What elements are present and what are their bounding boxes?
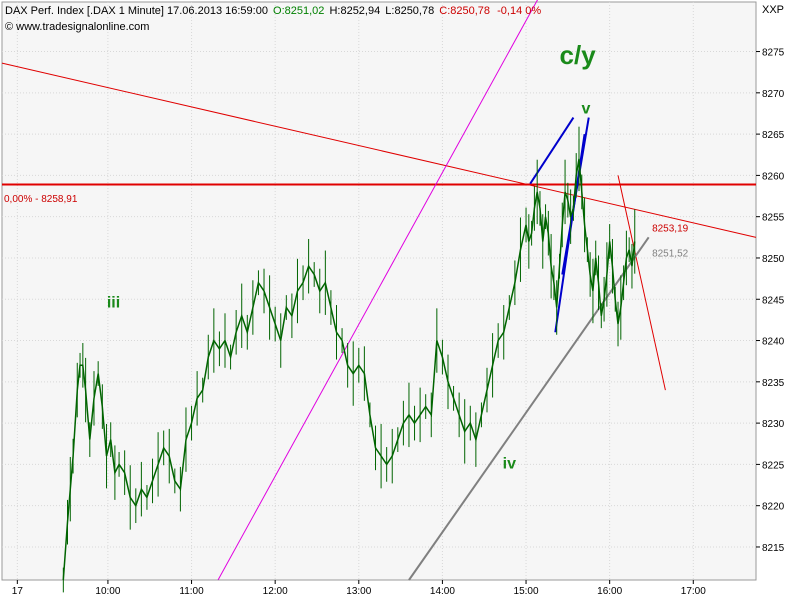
header-instrument: DAX Perf. Index [.DAX 1 Minute] 17.06.20… bbox=[5, 5, 268, 17]
price-line bbox=[62, 158, 636, 581]
x-axis: 17 10:00 11:00 12:00 13:00 14:00 15:00 16:00 17:… bbox=[12, 580, 706, 597]
annotations: c/y v iii iv 0,00% - 8258,91 8253,19 8251,52 bbox=[4, 40, 689, 473]
header-low: L:8250,78 bbox=[385, 5, 434, 17]
y-axis: 8215 8220 8225 8230 8235 8240 8245 8250 8255 8260… bbox=[756, 48, 785, 554]
header-high: H:8252,94 bbox=[329, 5, 380, 17]
gray-trendline bbox=[408, 236, 650, 581]
x-tick-label: 13:00 bbox=[346, 586, 371, 597]
y-tick-label: 8225 bbox=[762, 460, 785, 471]
x-tick-label: 16:00 bbox=[597, 586, 622, 597]
price-label: 8253,19 bbox=[652, 224, 689, 235]
y-tick-label: 8245 bbox=[762, 295, 785, 306]
corner-label: XXP bbox=[762, 4, 784, 16]
price-label: 8251,52 bbox=[652, 248, 689, 259]
y-tick-label: 8215 bbox=[762, 543, 785, 554]
grid bbox=[2, 2, 756, 580]
watermark: © www.tradesignalonline.com bbox=[5, 21, 149, 33]
price-series bbox=[62, 126, 636, 593]
magenta-line bbox=[217, 0, 538, 581]
price-label: 0,00% - 8258,91 bbox=[4, 194, 78, 205]
y-tick-label: 8270 bbox=[762, 89, 785, 100]
blue-wedge-3 bbox=[561, 117, 590, 275]
x-tick-label: 12:00 bbox=[263, 586, 288, 597]
y-tick-label: 8220 bbox=[762, 502, 785, 513]
x-tick-label: 10:00 bbox=[95, 586, 120, 597]
y-tick-label: 8235 bbox=[762, 378, 785, 389]
wave-label: v bbox=[582, 100, 591, 117]
x-tick-label: 15:00 bbox=[514, 586, 539, 597]
y-tick-label: 8260 bbox=[762, 171, 785, 182]
wave-label: iv bbox=[503, 456, 516, 473]
y-tick-label: 8250 bbox=[762, 254, 785, 265]
x-tick-label: 11:00 bbox=[179, 586, 204, 597]
x-tick-label: 17:00 bbox=[681, 586, 706, 597]
y-tick-label: 8255 bbox=[762, 213, 785, 224]
chart-header: DAX Perf. Index [.DAX 1 Minute] 17.06.20… bbox=[5, 5, 541, 17]
wave-label: c/y bbox=[560, 40, 597, 70]
y-tick-label: 8230 bbox=[762, 419, 785, 430]
drop-line bbox=[617, 175, 666, 391]
x-tick-label: 17 bbox=[12, 586, 24, 597]
header-change: -0,14 0% bbox=[497, 5, 541, 17]
y-tick-label: 8265 bbox=[762, 130, 785, 141]
wave-label: iii bbox=[107, 295, 120, 312]
header-open: O:8251,02 bbox=[273, 5, 324, 17]
falling-trendline bbox=[1, 62, 757, 238]
header-close: C:8250,78 bbox=[439, 5, 490, 17]
x-tick-label: 14:00 bbox=[430, 586, 455, 597]
y-tick-label: 8240 bbox=[762, 337, 785, 348]
y-tick-label: 8275 bbox=[762, 48, 785, 59]
